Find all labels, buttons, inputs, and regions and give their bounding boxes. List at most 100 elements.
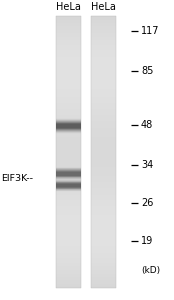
Bar: [56, 49, 81, 50]
Bar: [56, 167, 81, 181]
Bar: [56, 50, 81, 51]
Bar: [91, 236, 116, 237]
Bar: [91, 65, 116, 66]
Bar: [91, 276, 116, 277]
Bar: [56, 42, 81, 43]
Bar: [56, 264, 81, 266]
Bar: [91, 101, 116, 102]
Bar: [91, 214, 116, 215]
Bar: [91, 91, 116, 92]
Bar: [56, 270, 81, 271]
Bar: [56, 43, 81, 44]
Bar: [91, 251, 116, 253]
Bar: [56, 251, 81, 253]
Bar: [91, 279, 116, 280]
Bar: [56, 122, 81, 130]
Bar: [91, 105, 116, 106]
Bar: [91, 181, 116, 182]
Bar: [56, 261, 81, 262]
Bar: [56, 38, 81, 39]
Bar: [56, 76, 81, 77]
Bar: [56, 169, 81, 170]
Bar: [91, 238, 116, 239]
Bar: [91, 245, 116, 246]
Bar: [91, 95, 116, 97]
Bar: [56, 182, 81, 189]
Bar: [56, 139, 81, 140]
Bar: [91, 248, 116, 249]
Bar: [56, 146, 81, 148]
Bar: [56, 154, 81, 156]
Bar: [56, 182, 81, 183]
Bar: [91, 118, 116, 119]
Bar: [91, 254, 116, 256]
Bar: [91, 67, 116, 68]
Bar: [91, 172, 116, 173]
Bar: [56, 269, 81, 270]
Bar: [91, 262, 116, 264]
Bar: [91, 46, 116, 48]
Bar: [56, 172, 81, 174]
Bar: [91, 244, 116, 245]
Bar: [56, 106, 81, 108]
Bar: [91, 224, 116, 226]
Bar: [56, 174, 81, 175]
Bar: [56, 243, 81, 244]
Bar: [91, 42, 116, 43]
Bar: [56, 157, 81, 158]
Bar: [56, 44, 81, 45]
Bar: [91, 154, 116, 156]
Bar: [91, 82, 116, 83]
Bar: [56, 226, 81, 227]
Bar: [91, 26, 116, 27]
Bar: [56, 189, 81, 190]
Bar: [56, 115, 81, 116]
Bar: [56, 273, 81, 274]
Bar: [91, 146, 116, 147]
Bar: [56, 247, 81, 248]
Bar: [91, 278, 116, 279]
Bar: [56, 106, 81, 107]
Bar: [91, 178, 116, 179]
Bar: [91, 223, 116, 224]
Bar: [91, 133, 116, 134]
Bar: [91, 125, 116, 127]
Text: (kD): (kD): [141, 266, 160, 275]
Bar: [91, 55, 116, 56]
Bar: [91, 32, 116, 33]
Bar: [56, 141, 81, 142]
Bar: [91, 54, 116, 55]
Bar: [56, 164, 81, 165]
Bar: [91, 103, 116, 104]
Bar: [56, 111, 81, 112]
Bar: [56, 146, 81, 147]
Bar: [56, 65, 81, 66]
Bar: [91, 156, 116, 158]
Bar: [56, 206, 81, 207]
Bar: [56, 56, 81, 57]
Bar: [91, 272, 116, 273]
Bar: [91, 41, 116, 42]
Bar: [91, 53, 116, 54]
Bar: [56, 232, 81, 233]
Bar: [56, 148, 81, 149]
Bar: [91, 36, 116, 37]
Bar: [91, 209, 116, 210]
Bar: [91, 198, 116, 199]
Bar: [56, 66, 81, 67]
Bar: [91, 150, 116, 151]
Bar: [91, 267, 116, 268]
Bar: [91, 86, 116, 88]
Bar: [91, 104, 116, 105]
Bar: [56, 244, 81, 245]
Bar: [56, 222, 81, 223]
Bar: [56, 94, 81, 96]
Bar: [91, 232, 116, 233]
Bar: [56, 221, 81, 222]
Bar: [91, 183, 116, 184]
Bar: [56, 39, 81, 41]
Bar: [91, 270, 116, 271]
Bar: [56, 118, 81, 119]
Bar: [56, 31, 81, 32]
Bar: [91, 24, 116, 25]
